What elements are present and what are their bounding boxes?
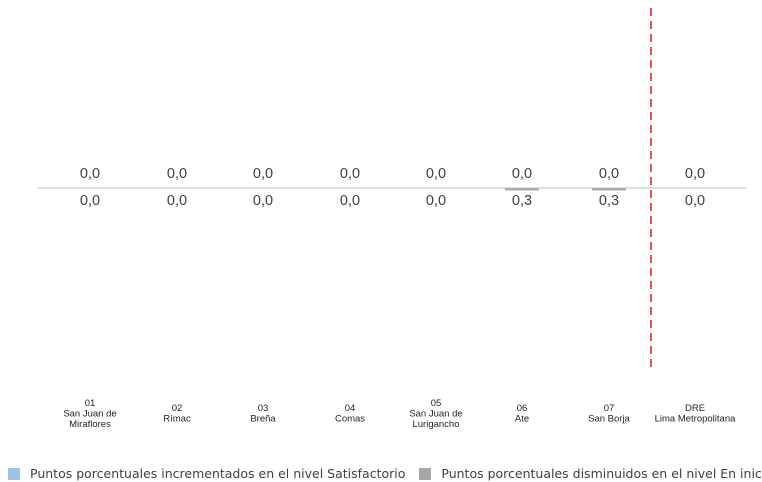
- value-label-satisfactorio-02: 0,0: [167, 166, 187, 182]
- value-label-satisfactorio-04: 0,0: [340, 166, 360, 182]
- bars-group: [505, 188, 626, 191]
- category-label-01-line-2: Miraflores: [69, 419, 111, 430]
- value-label-en-inicio-04: 0,0: [340, 193, 360, 209]
- category-label-01-line-0: 01: [85, 398, 96, 409]
- category-label-03-line-1: Breña: [250, 414, 276, 425]
- category-label-03-line-0: 03: [258, 403, 269, 414]
- value-label-satisfactorio-06: 0,0: [512, 166, 532, 182]
- value-label-en-inicio-01: 0,0: [80, 193, 100, 209]
- category-label-dre-line-1: Lima Metropolitana: [655, 414, 737, 425]
- value-label-en-inicio-dre: 0,0: [685, 193, 705, 209]
- category-label-04-line-1: Comas: [335, 414, 365, 425]
- value-label-satisfactorio-03: 0,0: [253, 166, 273, 182]
- legend: Puntos porcentuales incrementados en el …: [8, 466, 762, 481]
- value-label-satisfactorio-01: 0,0: [80, 166, 100, 182]
- bar-en-inicio-06: [505, 188, 539, 191]
- legend-swatch-satisfactorio: [8, 467, 20, 480]
- bottom-value-labels: 0,0 0,0 0,0 0,0 0,0 0,3 0,3 0,0: [80, 193, 705, 209]
- category-label-06-line-1: Ate: [515, 414, 529, 425]
- value-label-satisfactorio-05: 0,0: [426, 166, 446, 182]
- category-label-07-line-0: 07: [604, 403, 615, 414]
- legend-item-satisfactorio: Puntos porcentuales incrementados en el …: [8, 466, 405, 481]
- category-label-06-line-0: 06: [517, 403, 528, 414]
- category-label-05-line-1: San Juan de: [409, 409, 462, 420]
- category-label-04-line-0: 04: [345, 403, 356, 414]
- category-label-07-line-1: San Borja: [588, 414, 630, 425]
- top-value-labels: 0,0 0,0 0,0 0,0 0,0 0,0 0,0 0,0: [80, 166, 705, 182]
- value-label-en-inicio-06: 0,3: [512, 193, 532, 209]
- category-label-05-line-2: Lurigancho: [412, 419, 459, 430]
- category-label-02-line-0: 02: [172, 403, 183, 414]
- value-label-en-inicio-07: 0,3: [599, 193, 619, 209]
- category-label-05-line-0: 05: [431, 398, 442, 409]
- value-label-satisfactorio-dre: 0,0: [685, 166, 705, 182]
- value-label-en-inicio-03: 0,0: [253, 193, 273, 209]
- value-label-en-inicio-02: 0,0: [167, 193, 187, 209]
- category-label-01-line-1: San Juan de: [63, 409, 116, 420]
- legend-label-en-inicio: Puntos porcentuales disminuidos en el ni…: [441, 466, 762, 481]
- value-label-en-inicio-05: 0,0: [426, 193, 446, 209]
- legend-label-satisfactorio: Puntos porcentuales incrementados en el …: [30, 466, 406, 481]
- legend-swatch-en-inicio: [419, 467, 432, 480]
- category-label-dre-line-0: DRE: [685, 403, 705, 414]
- category-label-02-line-1: Rímac: [163, 414, 191, 425]
- bar-en-inicio-07: [592, 188, 626, 191]
- legend-item-en-inicio: Puntos porcentuales disminuidos en el ni…: [419, 466, 762, 481]
- value-label-satisfactorio-07: 0,0: [599, 166, 619, 182]
